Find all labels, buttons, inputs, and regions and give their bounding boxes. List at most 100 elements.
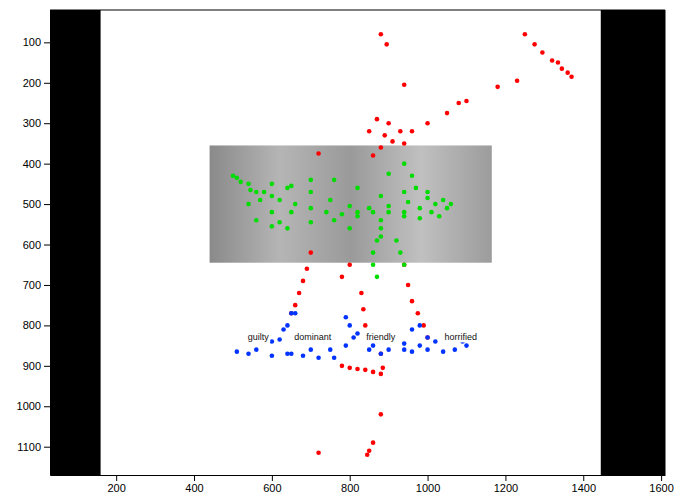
- gaze-point: [417, 206, 422, 211]
- gaze-point: [406, 283, 411, 288]
- label-patch: [247, 331, 271, 342]
- gaze-point: [355, 331, 360, 336]
- tick: 400: [23, 158, 50, 170]
- gaze-point: [277, 337, 282, 342]
- gaze-point: [416, 311, 421, 316]
- gaze-point: [262, 190, 267, 195]
- label-patch: [293, 331, 333, 342]
- gaze-point: [379, 351, 384, 356]
- gaze-point: [379, 32, 384, 37]
- gaze-point: [402, 262, 407, 267]
- gaze-point: [379, 351, 384, 356]
- gaze-point: [347, 262, 352, 267]
- tick: 1100: [17, 441, 50, 453]
- gaze-point: [254, 347, 259, 352]
- series: [235, 311, 469, 360]
- tick-label: 800: [23, 319, 41, 331]
- series: [231, 161, 454, 279]
- gaze-point: [371, 440, 376, 445]
- gaze-point: [293, 202, 298, 207]
- gaze-point: [355, 367, 360, 372]
- gaze-point: [386, 171, 391, 176]
- gaze-point: [515, 78, 520, 83]
- tick: 600: [263, 475, 281, 494]
- gaze-point: [429, 210, 434, 215]
- chart: guiltydominantfriendlyhorrified200400600…: [0, 0, 683, 503]
- gaze-point: [371, 370, 376, 375]
- tick-mark: [661, 475, 662, 481]
- gaze-point: [308, 206, 313, 211]
- gaze-point: [375, 275, 380, 280]
- tick-label: 700: [23, 279, 41, 291]
- gaze-point: [371, 262, 376, 267]
- gaze-point: [340, 212, 345, 217]
- gaze-point: [238, 180, 243, 185]
- tick-label: 900: [23, 360, 41, 372]
- tick-label: 1600: [649, 482, 673, 494]
- tick-mark: [428, 475, 429, 481]
- gaze-point: [386, 210, 391, 215]
- gaze-point: [281, 327, 286, 332]
- gaze-point: [270, 194, 275, 199]
- gaze-point: [540, 50, 545, 55]
- gaze-point: [355, 210, 360, 215]
- gaze-point: [254, 218, 259, 223]
- gaze-point: [344, 343, 349, 348]
- gaze-point: [406, 200, 411, 205]
- gaze-point: [402, 210, 407, 215]
- gaze-point: [402, 141, 407, 146]
- stimulus-image: [210, 145, 492, 262]
- tick-label: 400: [23, 158, 41, 170]
- tick-mark: [44, 325, 50, 326]
- tick-mark: [44, 447, 50, 448]
- tick-label: 400: [185, 482, 203, 494]
- gaze-point: [523, 32, 528, 37]
- gaze-point: [371, 250, 376, 255]
- gaze-point: [371, 343, 376, 348]
- gaze-point: [308, 190, 313, 195]
- gaze-point: [464, 343, 469, 348]
- gaze-point: [347, 366, 352, 371]
- tick-label: 1000: [416, 482, 440, 494]
- gaze-point: [375, 238, 380, 243]
- tick-mark: [44, 366, 50, 367]
- gaze-point: [308, 250, 313, 255]
- tick-mark: [44, 164, 50, 165]
- tick: 500: [23, 198, 50, 210]
- tick-label: 300: [23, 117, 41, 129]
- gaze-point: [410, 327, 415, 332]
- gaze-point: [363, 368, 368, 373]
- screen-mask: [601, 10, 665, 475]
- gaze-point: [361, 307, 366, 312]
- gaze-point: [355, 186, 360, 191]
- gaze-point: [301, 353, 306, 358]
- tick-label: 600: [263, 482, 281, 494]
- tick-mark: [44, 285, 50, 286]
- gaze-point: [289, 184, 294, 189]
- gaze-point: [324, 210, 329, 215]
- gaze-point: [425, 196, 430, 201]
- tick: 1200: [494, 475, 518, 494]
- gaze-point: [359, 291, 364, 296]
- gaze-point: [425, 347, 430, 352]
- gaze-point: [425, 335, 430, 340]
- tick-mark: [583, 475, 584, 481]
- gaze-point: [456, 101, 461, 106]
- gaze-point: [425, 335, 430, 340]
- tick: 200: [23, 77, 50, 89]
- tick-label: 500: [23, 198, 41, 210]
- gaze-point: [297, 291, 302, 296]
- gaze-point: [301, 279, 306, 284]
- gaze-point: [445, 206, 450, 211]
- gaze-point: [289, 210, 294, 215]
- gaze-point: [270, 210, 275, 215]
- tick-label: 1000: [17, 400, 41, 412]
- gaze-point: [402, 262, 407, 267]
- gaze-point: [414, 186, 419, 191]
- tick: 300: [23, 117, 50, 129]
- axis-line: [51, 475, 666, 476]
- tick-mark: [194, 475, 195, 481]
- gaze-point: [347, 323, 352, 328]
- gaze-point: [270, 353, 275, 358]
- gaze-point: [316, 151, 321, 156]
